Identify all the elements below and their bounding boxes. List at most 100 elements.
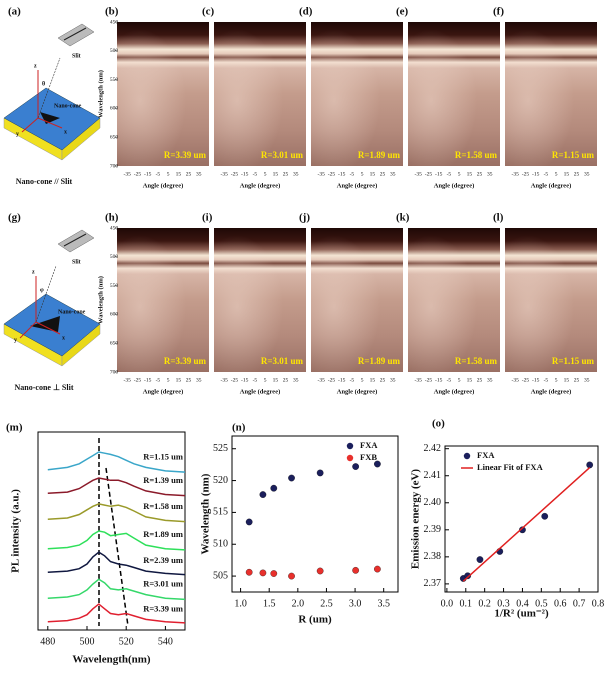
series-label: R=1.89 um	[143, 529, 183, 539]
x-tick-label: 0.4	[516, 598, 529, 609]
series-line	[47, 503, 186, 523]
x-tick-label: -35	[415, 377, 423, 383]
y-tick-label: 2.38	[424, 551, 442, 562]
axis-letter: z	[34, 63, 37, 69]
legend-label: FXA	[360, 440, 378, 450]
slit-label: Slit	[72, 53, 81, 59]
x-tick-label: -25	[522, 171, 530, 177]
x-tick-label: 5	[167, 377, 170, 383]
map-glow	[311, 228, 403, 372]
x-axis-label: Angle (degree)	[531, 388, 572, 395]
plot-frame	[444, 445, 599, 593]
slit-label: Slit	[72, 259, 81, 265]
x-tick-label: 35	[487, 171, 493, 177]
legend-label: FXB	[360, 452, 377, 462]
axis-letter: z	[32, 269, 35, 275]
x-tick-label: 35	[293, 377, 299, 383]
x-tick-label: 25	[380, 171, 386, 177]
data-point	[586, 461, 594, 469]
x-tick-label: -15	[338, 377, 346, 383]
legend-swatch	[463, 452, 471, 460]
map-glow	[408, 228, 500, 372]
x-axis-label: Angle (degree)	[434, 388, 475, 395]
data-point	[519, 526, 526, 534]
data-point	[464, 572, 472, 580]
y-axis-label: Emission energy (eV)	[410, 469, 422, 570]
y-tick-label: 2.42	[424, 443, 442, 454]
x-tick-label: 540	[158, 636, 173, 647]
plot-frame	[37, 431, 186, 631]
panel-label: (g)	[8, 212, 21, 224]
series-line	[462, 467, 591, 582]
legend-label: Linear Fit of FXA	[477, 462, 544, 472]
legend-swatch	[346, 442, 354, 450]
y-tick-label: 515	[213, 507, 228, 518]
y-axis-label: Wavelength (nm)	[97, 70, 104, 118]
axis-letter: x	[62, 335, 65, 341]
x-tick-label: 5	[264, 171, 267, 177]
x-tick-label: 480	[40, 636, 55, 647]
guide-line	[105, 467, 129, 627]
x-tick-label: -35	[124, 377, 132, 383]
x-tick-label: 5	[555, 171, 558, 177]
x-tick-label: 15	[273, 171, 279, 177]
data-point	[288, 474, 295, 482]
data-point	[259, 569, 267, 577]
panel-label: (k)	[396, 212, 410, 224]
x-tick-label: 5	[264, 377, 267, 383]
x-tick-label: 2.5	[320, 598, 333, 609]
x-tick-label: 25	[283, 171, 289, 177]
map-glow	[311, 22, 403, 166]
x-tick-label: 0.5	[535, 598, 548, 609]
x-tick-label: 0.3	[497, 598, 510, 609]
x-tick-label: 15	[176, 377, 182, 383]
x-tick-label: -35	[512, 377, 520, 383]
panel-label: (c)	[202, 6, 215, 18]
data-point	[352, 463, 359, 470]
x-axis-label: R (um)	[298, 614, 332, 626]
x-tick-label: -35	[318, 377, 326, 383]
data-point	[541, 512, 549, 520]
map-glow	[505, 228, 597, 372]
panel-label: (h)	[105, 212, 119, 224]
x-tick-label: -35	[221, 171, 229, 177]
y-axis-label: Wavelength (nm)	[200, 473, 212, 554]
x-tick-label: -25	[425, 171, 433, 177]
x-tick-label: -35	[221, 377, 229, 383]
x-tick-label: 25	[186, 171, 192, 177]
panel-label: (i)	[202, 212, 213, 224]
x-axis-label: Angle (degree)	[143, 388, 184, 395]
y-tick-label: 505	[213, 570, 228, 581]
x-tick-label: 5	[458, 171, 461, 177]
cone-label: Nano-cone	[54, 103, 82, 109]
radius-label: R=1.58 um	[455, 150, 498, 160]
x-tick-label: 35	[584, 377, 590, 383]
x-tick-label: 35	[196, 171, 202, 177]
x-tick-label: -5	[447, 171, 452, 177]
map-glow	[214, 22, 306, 166]
x-tick-label: 35	[196, 377, 202, 383]
x-tick-label: 25	[477, 377, 483, 383]
chart-title: (m)	[6, 422, 23, 434]
series-line	[47, 551, 186, 576]
x-tick-label: 35	[487, 377, 493, 383]
x-tick-label: -15	[532, 377, 540, 383]
radius-label: R=1.15 um	[552, 356, 595, 366]
x-tick-label: 5	[458, 377, 461, 383]
legend-swatch	[346, 454, 354, 462]
x-tick-label: 25	[186, 377, 192, 383]
x-tick-label: -35	[415, 171, 423, 177]
x-tick-label: -25	[328, 377, 336, 383]
x-tick-label: 0.0	[441, 598, 454, 609]
x-tick-label: 35	[584, 171, 590, 177]
x-tick-label: -15	[241, 377, 249, 383]
y-tick-label: 550	[110, 283, 119, 289]
y-tick-label: 700	[110, 163, 119, 169]
series-line	[47, 477, 186, 497]
x-tick-label: 0.6	[554, 598, 567, 609]
data-point	[476, 556, 484, 563]
data-point	[270, 484, 278, 492]
x-axis-label: Angle (degree)	[143, 182, 184, 189]
panel-label: (l)	[493, 212, 504, 224]
